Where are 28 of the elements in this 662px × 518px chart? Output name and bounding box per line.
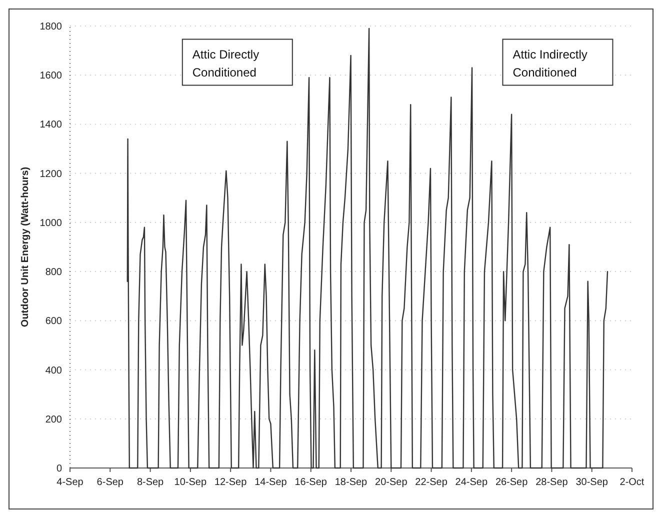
y-tick-label: 400 xyxy=(45,365,62,376)
y-tick-label: 1200 xyxy=(40,168,62,180)
x-tick-label: 6-Sep xyxy=(96,477,124,488)
y-tick-label: 800 xyxy=(45,267,62,278)
x-tick-label: 14-Sep xyxy=(254,477,288,488)
x-tick-label: 10-Sep xyxy=(174,477,207,488)
y-axis-title: Outdoor Unit Energy (Watt-hours) xyxy=(20,166,31,328)
x-tick-label: 24-Sep xyxy=(455,477,488,488)
y-tick-label: 1600 xyxy=(40,70,62,82)
y-tick-label: 0 xyxy=(56,464,62,474)
y-tick-label: 1800 xyxy=(40,22,62,32)
annotation: Attic Directly Conditioned xyxy=(192,47,260,80)
y-tick-label: 1400 xyxy=(40,120,62,131)
annotation: Attic Indirectly Conditioned xyxy=(512,47,588,80)
x-tick-label: 30-Sep xyxy=(576,477,608,488)
x-tick-label: 28-Sep xyxy=(536,477,568,488)
x-tick-label: 20-Sep xyxy=(375,477,408,488)
y-tick-label: 200 xyxy=(45,414,62,426)
x-tick-label: 22-Sep xyxy=(415,477,448,488)
x-tick-label: 26-Sep xyxy=(495,477,528,488)
y-tick-label: 1000 xyxy=(40,218,62,229)
x-tick-label: 4-Sep xyxy=(56,477,84,488)
y-tick-label: 600 xyxy=(45,316,62,328)
x-tick-label: 12-Sep xyxy=(214,477,248,488)
x-tick-label: 2-Oct xyxy=(620,477,644,488)
x-tick-label: 8-Sep xyxy=(136,477,164,488)
x-tick-label: 18-Sep xyxy=(334,477,368,488)
x-tick-label: 16-Sep xyxy=(294,477,328,488)
